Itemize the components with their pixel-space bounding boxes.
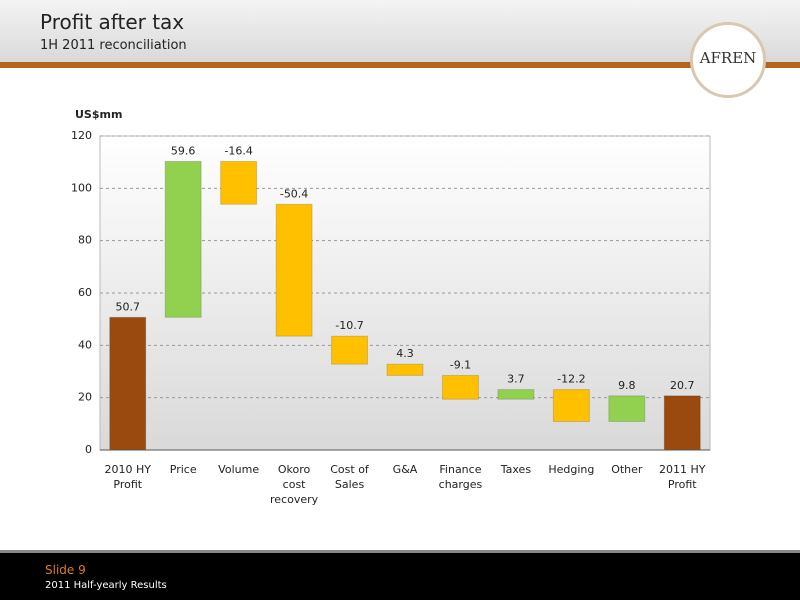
value-label: 9.8: [618, 379, 636, 392]
x-tick-label: Volume: [218, 463, 260, 476]
value-label: -10.7: [335, 319, 363, 332]
value-label: 20.7: [670, 379, 695, 392]
x-tick-label: 2011 HY Profit: [659, 463, 706, 491]
bar: [441, 374, 479, 400]
value-label: -16.4: [224, 144, 252, 157]
x-tick-label: G&A: [392, 463, 418, 476]
bar: [497, 389, 535, 400]
value-label: -12.2: [557, 373, 585, 386]
bar: [164, 160, 202, 318]
y-axis-label: US$mm: [75, 108, 122, 121]
bar: [109, 316, 147, 451]
subtitle: 1H 2011 reconciliation: [40, 38, 187, 53]
bar: [331, 335, 369, 365]
footer-caption: 2011 Half-yearly Results: [45, 580, 167, 591]
value-label: 50.7: [115, 300, 140, 313]
bar: [552, 389, 590, 422]
plot-area: [99, 135, 711, 451]
value-label: -50.4: [280, 187, 308, 200]
bar: [663, 395, 701, 451]
value-label: 4.3: [396, 347, 414, 360]
bar: [275, 203, 313, 337]
x-tick-label: Hedging: [548, 463, 595, 476]
y-tick-label: 60: [78, 286, 92, 299]
y-tick-label: 100: [71, 181, 92, 194]
bar: [386, 363, 424, 376]
value-label: 59.6: [171, 144, 196, 157]
x-tick-label: 2010 HY Profit: [104, 463, 151, 491]
x-tick-label: Finance charges: [438, 463, 483, 491]
x-tick-label: Taxes: [500, 463, 532, 476]
x-tick-label: Price: [169, 463, 197, 476]
x-tick-label: Other: [611, 463, 643, 476]
y-tick-label: 40: [78, 338, 92, 351]
value-label: -9.1: [450, 358, 471, 371]
y-tick-label: 120: [71, 129, 92, 142]
y-tick-label: 20: [78, 391, 92, 404]
y-tick-label: 0: [85, 443, 92, 456]
slide-number: Slide 9: [45, 563, 86, 577]
x-tick-label: Okoro cost recovery: [270, 463, 319, 506]
logo: AFREN: [690, 22, 766, 98]
x-tick-label: Cost of Sales: [330, 463, 369, 491]
bar: [220, 160, 258, 205]
value-label: 3.7: [507, 373, 525, 386]
title: Profit after tax: [40, 10, 185, 34]
footer: Slide 9 2011 Half-yearly Results: [0, 550, 800, 600]
header: Profit after tax 1H 2011 reconciliation: [0, 0, 800, 62]
header-rule: [0, 62, 800, 68]
y-tick-label: 80: [78, 234, 92, 247]
bar: [608, 395, 646, 422]
